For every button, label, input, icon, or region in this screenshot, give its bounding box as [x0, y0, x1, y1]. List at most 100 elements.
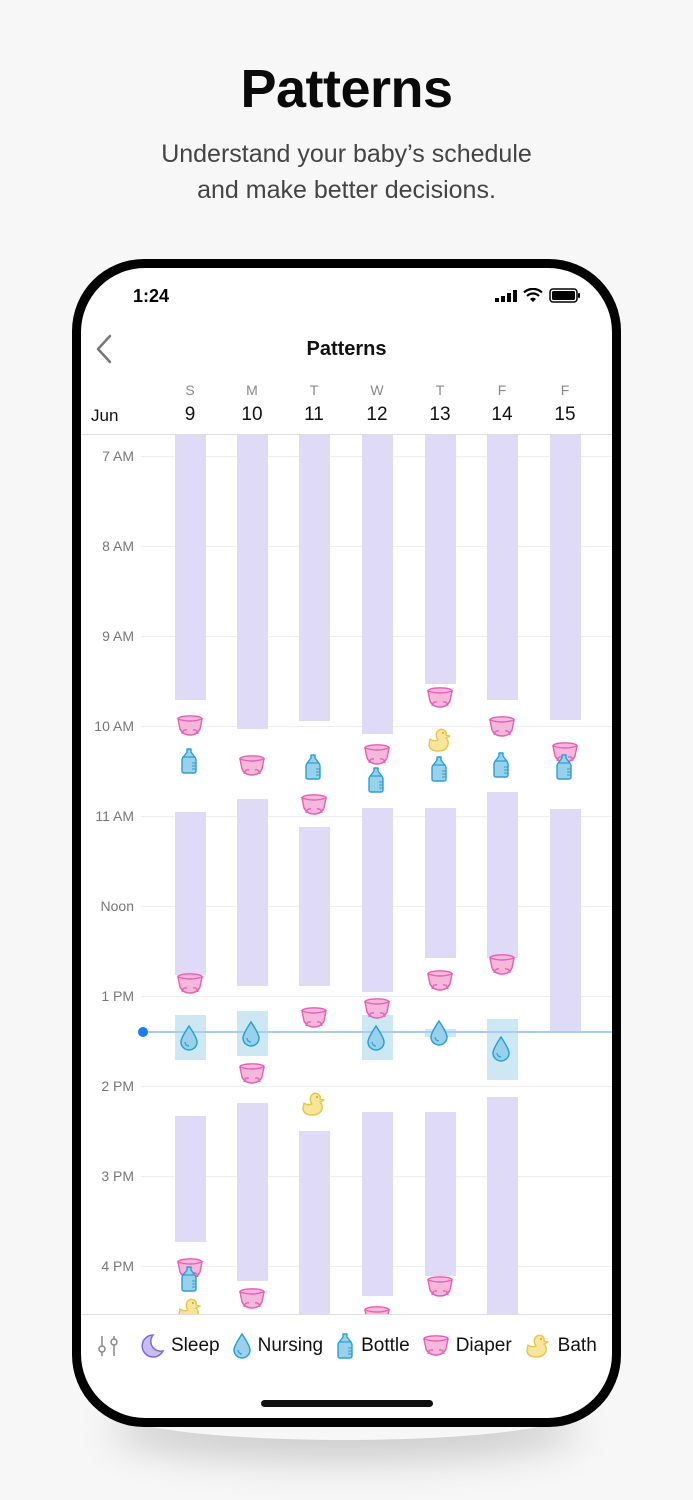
day-of-week: M — [246, 382, 258, 398]
legend-item-sleep[interactable]: Sleep — [139, 1333, 220, 1359]
sliders-icon[interactable] — [95, 1333, 121, 1359]
sleep-block[interactable] — [175, 435, 206, 700]
month-label: Jun — [91, 406, 119, 425]
sleep-block[interactable] — [237, 435, 268, 729]
wifi-icon — [523, 288, 543, 302]
drop-icon[interactable] — [429, 1019, 449, 1047]
hero-subtitle-line1: Understand your baby’s schedule — [161, 140, 532, 168]
sleep-block[interactable] — [487, 435, 518, 700]
bottle-icon — [335, 1332, 355, 1360]
bottle-icon[interactable] — [179, 747, 199, 775]
drop-icon[interactable] — [241, 1020, 261, 1048]
legend-item-nursing[interactable]: Nursing — [232, 1332, 323, 1360]
diaper-icon[interactable] — [176, 972, 204, 996]
legend-item-bottle[interactable]: Bottle — [335, 1332, 410, 1360]
diaper-icon[interactable] — [300, 1006, 328, 1030]
legend-bar: Sleep Nursing Bottle Diaper Bath — [95, 1330, 609, 1362]
diaper-icon[interactable] — [238, 1062, 266, 1086]
sleep-block[interactable] — [487, 1097, 518, 1314]
bottle-icon[interactable] — [554, 753, 574, 781]
sleep-block[interactable] — [362, 808, 393, 992]
bottle-icon[interactable] — [491, 751, 511, 779]
hour-label: 9 AM — [102, 628, 134, 644]
day-of-week: T — [435, 382, 445, 398]
day-11[interactable]: 11 — [304, 404, 324, 425]
diaper-icon[interactable] — [426, 1275, 454, 1299]
current-time-dot — [138, 1027, 148, 1037]
diaper-icon[interactable] — [363, 1305, 391, 1314]
back-button[interactable] — [95, 334, 113, 364]
legend-label: Bath — [557, 1335, 597, 1356]
day-12[interactable]: 12 — [366, 404, 388, 425]
day-of-week: W — [370, 382, 384, 398]
diaper-icon[interactable] — [488, 953, 516, 977]
phone-screen: 1:24 Patterns Jun S 9 M 10 T 11 W 12 T 1… — [81, 268, 612, 1418]
sleep-block[interactable] — [487, 792, 518, 958]
duck-icon[interactable] — [176, 1297, 204, 1314]
sleep-block[interactable] — [237, 1103, 268, 1281]
duck-icon[interactable] — [426, 727, 454, 753]
sleep-block[interactable] — [425, 435, 456, 684]
diaper-icon[interactable] — [176, 714, 204, 738]
legend-label: Bottle — [361, 1335, 410, 1356]
hour-label: 4 PM — [101, 1258, 134, 1274]
sleep-block[interactable] — [299, 1131, 330, 1314]
diaper-icon[interactable] — [426, 686, 454, 710]
hour-gridline — [141, 996, 612, 997]
moon-icon — [139, 1333, 165, 1359]
sleep-block[interactable] — [175, 1116, 206, 1242]
sleep-block[interactable] — [299, 827, 330, 986]
day-of-week: F — [497, 382, 507, 398]
sleep-block[interactable] — [425, 1112, 456, 1276]
sleep-block[interactable] — [362, 1112, 393, 1296]
bottle-icon[interactable] — [179, 1265, 199, 1293]
diaper-icon[interactable] — [363, 743, 391, 767]
hour-gridline — [141, 1086, 612, 1087]
day-9[interactable]: 9 — [184, 404, 196, 425]
sleep-block[interactable] — [362, 435, 393, 734]
hour-label: 10 AM — [94, 718, 134, 734]
drop-icon[interactable] — [491, 1035, 511, 1063]
day-of-week: S — [185, 382, 195, 398]
signal-icon — [495, 290, 517, 302]
legend-label: Sleep — [171, 1335, 220, 1356]
legend-item-bath[interactable]: Bath — [524, 1333, 597, 1359]
sleep-block[interactable] — [175, 812, 206, 975]
diaper-icon[interactable] — [488, 715, 516, 739]
hour-label: 2 PM — [101, 1078, 134, 1094]
sleep-block[interactable] — [550, 809, 581, 1031]
bottle-icon[interactable] — [303, 753, 323, 781]
sleep-block[interactable] — [425, 808, 456, 958]
legend-item-diaper[interactable]: Diaper — [422, 1334, 512, 1358]
hour-label: Noon — [100, 898, 134, 914]
day-of-week: F — [560, 382, 570, 398]
diaper-icon[interactable] — [426, 969, 454, 993]
sleep-block[interactable] — [550, 435, 581, 720]
page-title: Patterns — [306, 338, 387, 360]
hero-subtitle: Understand your baby’s schedule and make… — [0, 136, 693, 208]
hour-label: 8 AM — [102, 538, 134, 554]
day-10[interactable]: 10 — [241, 404, 263, 425]
bottle-icon[interactable] — [429, 755, 449, 783]
bottle-icon[interactable] — [366, 766, 386, 794]
duck-icon[interactable] — [300, 1091, 328, 1117]
diaper-icon[interactable] — [300, 793, 328, 817]
hero-title: Patterns — [240, 59, 453, 119]
diaper-icon[interactable] — [238, 1287, 266, 1311]
drop-icon[interactable] — [366, 1024, 386, 1052]
diaper-icon[interactable] — [238, 754, 266, 778]
home-indicator[interactable] — [261, 1400, 433, 1407]
day-15[interactable]: 15 — [554, 404, 576, 425]
sleep-block[interactable] — [299, 435, 330, 721]
diaper-icon[interactable] — [363, 997, 391, 1021]
legend-label: Nursing — [257, 1335, 324, 1356]
drop-icon[interactable] — [179, 1024, 199, 1052]
hour-label: 3 PM — [101, 1168, 134, 1184]
status-time: 1:24 — [133, 286, 170, 306]
day-14[interactable]: 14 — [491, 404, 513, 425]
sleep-block[interactable] — [237, 799, 268, 986]
day-13[interactable]: 13 — [429, 404, 451, 425]
patterns-chart[interactable]: 7 AM 8 AM 9 AM 10 AM 11 AM Noon 1 PM 2 P… — [81, 435, 612, 1314]
battery-icon — [549, 288, 580, 303]
header-divider — [81, 434, 612, 435]
